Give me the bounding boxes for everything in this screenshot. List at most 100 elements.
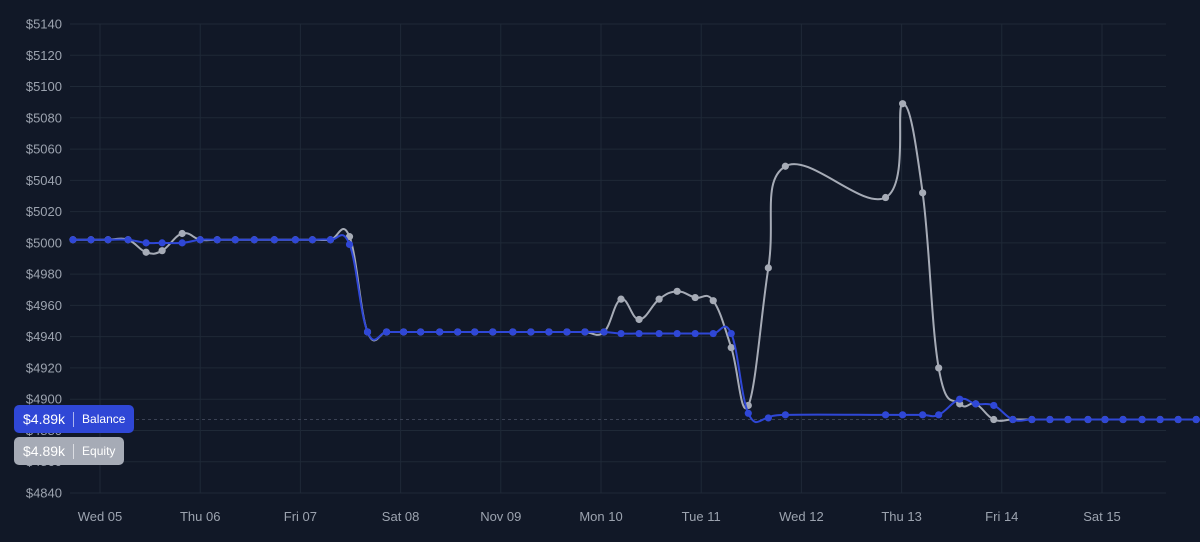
y-tick-label: $5040 — [26, 173, 62, 188]
y-tick-label: $5080 — [26, 110, 62, 125]
equity-data-point — [345, 233, 354, 241]
x-tick-label: Tue 11 — [682, 509, 721, 524]
balance-data-point — [1084, 415, 1092, 424]
balance-data-point — [990, 401, 998, 410]
balance-data-point — [196, 236, 204, 244]
y-tick-label: $5060 — [26, 142, 62, 157]
balance-data-point — [545, 328, 553, 336]
balance-data-point — [1101, 415, 1109, 424]
balance-data-point — [1156, 415, 1164, 424]
balance-data-point — [1064, 415, 1072, 424]
equity-data-point — [919, 189, 927, 197]
y-tick-label: $4900 — [26, 392, 62, 407]
y-tick-label: $4960 — [26, 298, 62, 313]
balance-data-point — [124, 236, 132, 244]
x-tick-label: Fri 07 — [284, 509, 317, 524]
equity-data-point — [764, 264, 772, 272]
x-axis-labels: Wed 05 Thu 06 Fri 07 Sat 08 Nov 09 Mon 10 Tue … — [78, 509, 1121, 524]
balance-data-point — [436, 328, 444, 336]
x-tick-label: Thu 06 — [180, 509, 220, 524]
equity-badge: $4.89k Equity — [14, 437, 125, 465]
balance-data-point — [727, 329, 735, 338]
y-gridlines — [70, 23, 1166, 494]
balance-data-point — [270, 236, 278, 244]
y-tick-label: $5000 — [26, 235, 62, 250]
balance-data-point — [600, 328, 608, 336]
balance-series-line — [72, 234, 1200, 424]
y-tick-label: $5100 — [26, 79, 62, 94]
balance-data-point — [935, 411, 943, 419]
balance-data-point — [744, 409, 752, 417]
balance-data-point — [142, 239, 150, 247]
balance-data-point — [231, 236, 239, 244]
balance-data-point — [899, 411, 907, 419]
balance-data-point — [454, 328, 462, 336]
balance-badge-value: $4.89k — [23, 411, 66, 427]
balance-data-point — [471, 328, 479, 336]
y-tick-label: $4980 — [26, 267, 62, 282]
balance-data-point — [308, 236, 317, 244]
equity-data-point — [781, 162, 789, 170]
y-tick-label: $4940 — [26, 329, 62, 344]
balance-data-point — [1192, 415, 1200, 424]
balance-data-point — [617, 329, 625, 338]
equity-badge-label: Equity — [82, 444, 116, 458]
equity-series-line — [72, 102, 1200, 422]
balance-data-point — [382, 328, 391, 336]
equity-data-point — [655, 295, 663, 303]
balance-data-point — [104, 236, 112, 244]
badge-divider — [73, 443, 75, 459]
equity-data-point — [673, 287, 681, 295]
equity-data-point — [635, 315, 643, 324]
balance-data-point — [326, 236, 335, 244]
x-gridlines — [99, 24, 1103, 493]
balance-data-point — [1028, 415, 1036, 424]
x-tick-label: Thu 13 — [881, 509, 921, 524]
y-tick-label: $5120 — [26, 48, 62, 63]
balance-data-point — [213, 236, 221, 244]
balance-data-point — [417, 328, 425, 336]
balance-data-point — [1046, 415, 1054, 424]
balance-data-point — [655, 329, 663, 338]
equity-data-point — [709, 297, 717, 305]
y-tick-label: $5140 — [26, 17, 62, 32]
balance-data-point — [1009, 415, 1017, 424]
balance-data-point — [363, 328, 372, 336]
equity-data-point — [990, 415, 998, 424]
balance-data-point — [527, 328, 535, 336]
balance-data-point — [509, 328, 517, 336]
balance-data-point — [250, 236, 258, 244]
series-layer — [69, 100, 1200, 424]
balance-data-point — [291, 236, 299, 244]
equity-data-point — [617, 295, 625, 303]
balance-data-point — [69, 236, 77, 244]
badge-divider — [73, 411, 75, 427]
equity-data-point — [691, 293, 699, 302]
x-tick-label: Mon 10 — [579, 509, 622, 524]
balance-badge: $4.89k Balance — [14, 405, 135, 433]
balance-badge-label: Balance — [82, 412, 126, 426]
balance-data-point — [345, 240, 354, 249]
balance-data-point — [400, 328, 408, 336]
balance-data-point — [673, 329, 681, 338]
balance-data-point — [1119, 415, 1127, 424]
balance-data-point — [972, 400, 980, 408]
balance-data-point — [919, 411, 927, 419]
x-tick-label: Sat 08 — [382, 509, 420, 524]
y-tick-label: $4920 — [26, 360, 62, 375]
y-tick-label: $4840 — [26, 486, 62, 501]
balance-data-point — [881, 411, 890, 419]
equity-data-point — [899, 100, 907, 108]
equity-badge-value: $4.89k — [23, 443, 66, 459]
x-tick-label: Wed 12 — [779, 509, 824, 524]
equity-data-point — [881, 193, 890, 202]
equity-data-point — [142, 248, 150, 256]
balance-data-point — [1138, 415, 1146, 424]
balance-data-point — [489, 328, 497, 336]
equity-data-point — [935, 364, 943, 372]
equity-data-point — [178, 229, 186, 238]
balance-data-point — [691, 329, 699, 338]
balance-data-point — [709, 329, 717, 338]
